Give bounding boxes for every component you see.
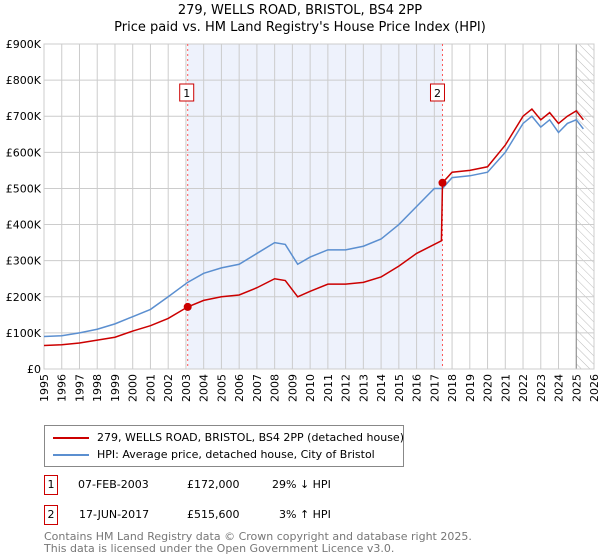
y-tick-label: £800K — [6, 74, 42, 87]
x-tick-label: 2024 — [553, 374, 566, 402]
y-tick-label: £400K — [6, 219, 42, 232]
sale-point — [438, 178, 447, 187]
x-tick-label: 2007 — [251, 374, 264, 402]
y-tick-label: £500K — [6, 182, 42, 195]
sale-label: 2 — [434, 87, 441, 100]
x-tick-label: 2010 — [304, 374, 317, 402]
x-tick-label: 1998 — [91, 374, 104, 402]
x-tick-label: 2015 — [393, 374, 406, 402]
x-tick-label: 2006 — [233, 374, 246, 402]
x-tick-label: 2008 — [269, 374, 282, 402]
transaction-date: 07-FEB-2003 — [78, 478, 149, 491]
x-tick-label: 2020 — [482, 374, 495, 402]
y-tick-label: £600K — [6, 146, 42, 159]
y-tick-label: £300K — [6, 255, 42, 268]
x-tick-label: 2025 — [570, 374, 583, 402]
x-tick-label: 1996 — [56, 374, 69, 402]
y-tick-label: £700K — [6, 110, 42, 123]
x-tick-label: 1999 — [109, 374, 122, 402]
x-tick-label: 2014 — [375, 374, 388, 402]
legend-item-hpi: HPI: Average price, detached house, City… — [53, 448, 375, 461]
transaction-date: 17-JUN-2017 — [79, 508, 150, 521]
sale-point — [183, 302, 192, 311]
x-tick-label: 2021 — [499, 374, 512, 402]
x-tick-label: 2011 — [322, 374, 335, 402]
legend-item-property: 279, WELLS ROAD, BRISTOL, BS4 2PP (detac… — [53, 431, 404, 444]
y-tick-label: £900K — [6, 38, 42, 51]
transaction-row: 2 17-JUN-2017 £515,600 3% ↑ HPI — [44, 505, 444, 525]
x-tick-label: 2023 — [535, 374, 548, 402]
x-tick-label: 2019 — [464, 374, 477, 402]
legend: 279, WELLS ROAD, BRISTOL, BS4 2PP (detac… — [44, 425, 404, 467]
footer: Contains HM Land Registry data © Crown c… — [44, 531, 472, 555]
property-series-line — [43, 107, 584, 347]
sale-label: 1 — [183, 87, 190, 100]
legend-label: HPI: Average price, detached house, City… — [97, 448, 375, 461]
x-tick-label: 2000 — [127, 374, 140, 402]
transaction-row: 1 07-FEB-2003 £172,000 29% ↓ HPI — [44, 475, 444, 495]
x-tick-label: 2004 — [198, 374, 211, 402]
footer-line: This data is licensed under the Open Gov… — [44, 542, 395, 555]
x-tick-label: 1997 — [73, 374, 86, 402]
x-tick-label: 2005 — [215, 374, 228, 402]
x-tick-label: 1995 — [38, 374, 51, 402]
sale-label-box — [179, 83, 195, 102]
x-tick-label: 2017 — [428, 374, 441, 402]
chart-title: 279, WELLS ROAD, BRISTOL, BS4 2PP — [177, 3, 423, 18]
transaction-price: £515,600 — [187, 508, 240, 521]
sale-label-box — [429, 83, 445, 102]
marker-badge: 2 — [44, 505, 58, 525]
x-tick-label: 2016 — [411, 374, 424, 402]
marker-badge: 1 — [44, 475, 58, 495]
plot-border — [43, 43, 595, 370]
blue-line-swatch — [53, 453, 89, 456]
footer-line: Contains HM Land Registry data © Crown c… — [44, 530, 472, 543]
x-tick-label: 2022 — [517, 374, 530, 402]
y-tick-label: £200K — [6, 291, 42, 304]
x-tick-label: 2009 — [286, 374, 299, 402]
shaded-ownership-period — [187, 44, 443, 369]
transaction-hpi: 3% ↑ HPI — [279, 508, 331, 521]
x-tick-label: 2012 — [340, 374, 353, 402]
chart-subtitle: Price paid vs. HM Land Registry's House … — [114, 20, 486, 35]
y-tick-label: £0 — [27, 363, 41, 376]
forecast-hatch — [576, 44, 594, 369]
transaction-hpi: 29% ↓ HPI — [272, 478, 331, 491]
legend-label: 279, WELLS ROAD, BRISTOL, BS4 2PP (detac… — [97, 431, 404, 444]
x-tick-label: 2013 — [357, 374, 370, 402]
x-tick-label: 2002 — [162, 374, 175, 402]
chart-area: 1995 1996 1997 1998 1999 2000 2001 2002 2003 2004… — [6, 38, 600, 402]
x-tick-label: 2001 — [144, 374, 157, 402]
transaction-price: £172,000 — [187, 478, 240, 491]
hpi-series-line — [43, 115, 584, 338]
x-tick-label: 2003 — [180, 374, 193, 402]
x-tick-label: 2026 — [588, 374, 600, 402]
y-tick-label: £100K — [6, 327, 42, 340]
x-tick-label: 2018 — [446, 374, 459, 402]
red-line-swatch — [53, 436, 89, 439]
